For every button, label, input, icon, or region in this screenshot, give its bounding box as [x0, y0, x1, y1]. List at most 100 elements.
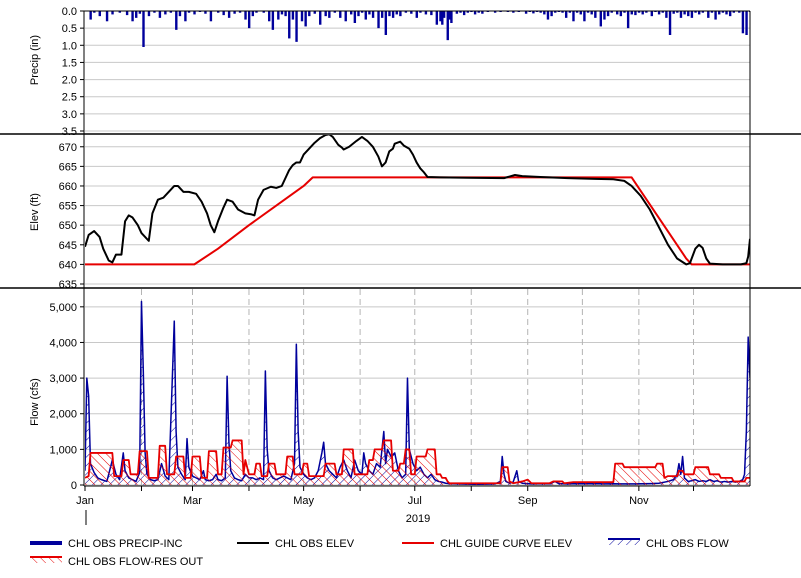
res-out-flow-area-fill: [85, 440, 750, 485]
legend-label: CHL OBS FLOW-RES OUT: [68, 556, 203, 568]
precip-bar: [222, 11, 225, 16]
precip-bar: [227, 11, 231, 18]
precip-bar: [650, 11, 654, 17]
precip-bar: [187, 11, 191, 13]
precip-bar: [470, 11, 473, 13]
precip-bar: [586, 11, 590, 13]
panel-frames: [0, 10, 801, 487]
precip-bar: [308, 11, 311, 17]
precip-bar: [455, 11, 459, 14]
x-axis: Jan Mar May Jul Sep Nov: [76, 486, 695, 507]
elev-ylabel: Elev (ft): [29, 193, 41, 231]
flow-ylabel: Flow (cfs): [29, 378, 41, 426]
precip-bar: [725, 11, 728, 15]
precip-bar: [288, 11, 291, 39]
precip-bar: [568, 11, 572, 13]
precip-bar: [319, 11, 322, 25]
precip-bar: [344, 11, 347, 22]
precip-bar: [377, 11, 380, 29]
precip-y-ticks: 0.0 0.5 1.0 1.5 2.0 2.5 3.0 3.5: [62, 6, 84, 138]
precip-bar: [93, 11, 96, 13]
flow-tick-label: 3,000: [49, 373, 77, 385]
elev-y-ticks: 635 640 645 650 655 660 665 670: [59, 142, 84, 291]
flow-panel: Flow (cfs) 0 1,000 2,000 3,000 4,000 5,000: [29, 289, 750, 492]
precip-bar: [404, 11, 408, 13]
precip-bar: [138, 11, 142, 14]
precip-bar: [193, 11, 196, 15]
precip-bar: [304, 11, 307, 27]
precip-bar: [641, 11, 644, 15]
legend-label: CHL OBS ELEV: [275, 538, 355, 550]
precip-ylabel: Precip (in): [29, 35, 41, 85]
precip-bar: [524, 11, 528, 14]
precip-bar: [142, 11, 145, 47]
precip-bar: [710, 11, 714, 13]
elev-tick-label: 650: [59, 220, 77, 232]
precip-bar: [546, 11, 550, 20]
precip-bar: [512, 11, 515, 13]
flow-tick-label: 5,000: [49, 302, 77, 314]
precip-bar: [543, 11, 546, 15]
precip-bar: [676, 11, 679, 13]
precip-bar: [610, 11, 613, 13]
precip-bar: [665, 11, 668, 18]
precip-bar: [364, 11, 367, 20]
precip-bar: [583, 11, 586, 22]
precip-bar: [590, 11, 593, 15]
precip-bar: [446, 11, 449, 41]
precip-bar: [606, 11, 610, 17]
precip-bar: [105, 11, 109, 22]
precip-bar: [131, 11, 134, 22]
precip-bar: [169, 11, 173, 13]
precip-bar: [280, 11, 284, 15]
precip-tick-label: 2.0: [62, 75, 77, 87]
precip-bar: [637, 11, 641, 13]
legend-label: CHL OBS FLOW: [646, 538, 729, 550]
precip-bar: [441, 11, 444, 25]
precip-bar: [153, 11, 156, 13]
res-out-flow-area-line: [85, 439, 750, 485]
precip-bar: [291, 11, 295, 20]
precip-bar: [477, 11, 480, 13]
precip-bar: [701, 11, 705, 13]
precip-bar: [204, 11, 207, 14]
precip-bar: [209, 11, 213, 22]
obs-elev-line: [85, 135, 750, 266]
precip-bar: [217, 11, 220, 13]
precip-bar: [350, 11, 353, 15]
precip-bar: [328, 11, 331, 18]
precip-bar: [561, 11, 564, 13]
precip-bar: [118, 11, 122, 13]
precip-bar: [233, 11, 236, 14]
precip-bar: [575, 11, 579, 13]
x-tick-label: Mar: [183, 495, 202, 507]
legend-res-out: CHL OBS FLOW-RES OUT: [30, 556, 203, 568]
precip-bar: [539, 11, 542, 13]
precip-bar: [175, 11, 178, 30]
precip-bar: [399, 11, 402, 17]
precip-bars: [89, 11, 750, 47]
elev-tick-label: 645: [59, 240, 77, 252]
precip-bar: [745, 11, 748, 35]
precip-tick-label: 1.5: [62, 57, 77, 69]
precip-bar: [247, 11, 251, 29]
x-axis-year-label: 2019: [406, 513, 430, 525]
precip-bar: [410, 11, 413, 14]
precip-bar: [579, 11, 582, 15]
precip-bar: [89, 11, 92, 20]
precip-bar: [599, 11, 603, 27]
flow-tick-label: 1,000: [49, 444, 77, 456]
precip-bar: [442, 11, 446, 18]
precip-bar: [459, 11, 462, 13]
precip-bar: [184, 11, 187, 22]
elev-gridlines: [85, 146, 750, 285]
precip-bar: [687, 11, 690, 17]
precip-bar: [333, 11, 337, 13]
precip-bar: [532, 11, 535, 14]
precip-bar: [98, 11, 101, 17]
precip-bar: [448, 11, 451, 20]
precip-bar: [430, 11, 433, 16]
precip-bar: [741, 11, 745, 34]
precip-bar: [277, 11, 280, 20]
precip-bar: [721, 11, 725, 13]
